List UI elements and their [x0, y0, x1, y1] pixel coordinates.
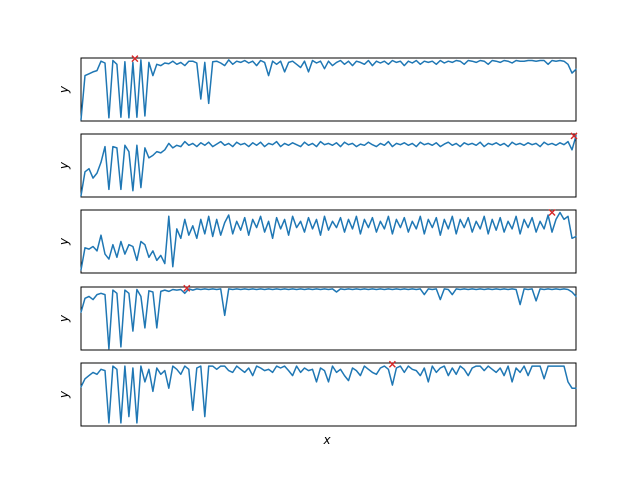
- subplot-4-y-axis-label: y: [57, 314, 71, 323]
- subplot-1: y: [57, 55, 577, 122]
- subplot-2-series-line: [80, 135, 577, 197]
- subplot-5-y-axis-label: y: [57, 390, 71, 399]
- subplot-5-frame: [80, 362, 577, 427]
- subplot-4-series-line: [80, 288, 577, 350]
- subplot-5-series-line: [80, 365, 577, 424]
- subplot-3-max-marker: [548, 209, 556, 217]
- subplot-4-max-marker: [183, 284, 191, 292]
- subplot-4-frame: [80, 286, 577, 351]
- subplot-1-max-marker: [131, 55, 139, 63]
- subplot-2: y: [57, 132, 578, 198]
- subplot-1-y-axis-label: y: [57, 85, 71, 94]
- subplot-1-frame: [80, 57, 577, 122]
- subplot-3-series-line: [80, 211, 577, 271]
- subplot-3: y: [57, 209, 577, 274]
- x-axis-label: x: [322, 433, 331, 447]
- subplot-3-frame: [80, 209, 577, 274]
- subplot-2-frame: [80, 133, 577, 198]
- subplot-5-max-marker: [388, 360, 396, 368]
- subplot-5: y: [57, 360, 577, 427]
- subplot-3-y-axis-label: y: [57, 237, 71, 246]
- subplot-2-y-axis-label: y: [57, 161, 71, 170]
- subplot-1-series-line: [80, 59, 577, 121]
- subplot-4: y: [57, 284, 577, 351]
- subplot-2-max-marker: [570, 132, 578, 140]
